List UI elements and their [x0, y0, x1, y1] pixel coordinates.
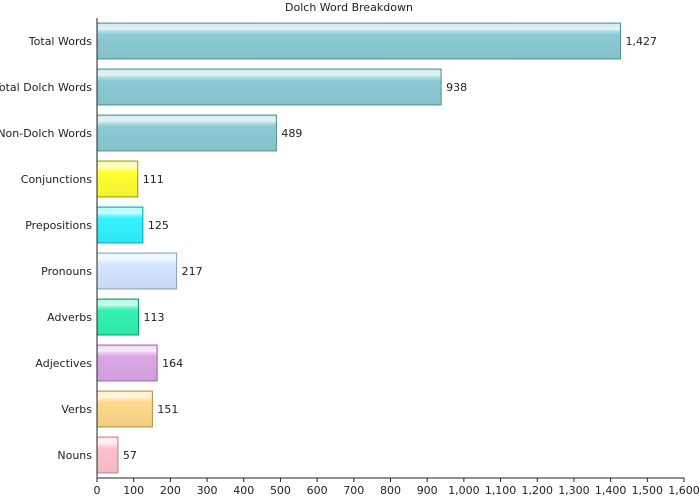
bar-highlight	[98, 300, 138, 306]
category-label: Verbs	[61, 403, 92, 416]
data-label: 217	[182, 265, 203, 278]
x-tick-label: 1,200	[522, 484, 554, 497]
x-tick-label: 1,500	[632, 484, 664, 497]
bar-prepositions	[96, 206, 144, 244]
bar-highlight	[98, 162, 137, 168]
x-tick-label: 1,100	[485, 484, 517, 497]
x-tick-label: 800	[380, 484, 401, 497]
category-label: Prepositions	[25, 219, 92, 232]
category-label: Nouns	[57, 449, 92, 462]
bar-highlight	[98, 70, 441, 76]
category-label: Adjectives	[35, 357, 92, 370]
bar-total-words	[96, 22, 622, 60]
category-label: Conjunctions	[21, 173, 93, 186]
bar-highlight	[98, 254, 176, 260]
x-tick-label: 200	[160, 484, 181, 497]
bars-layer: 1,427 938 489 111 125 217 113 164 151 57	[96, 22, 658, 474]
x-tick-label: 0	[94, 484, 101, 497]
category-label: Non-Dolch Words	[0, 127, 92, 140]
category-label: Adverbs	[47, 311, 92, 324]
data-label: 111	[143, 173, 164, 186]
data-label: 57	[123, 449, 137, 462]
data-label: 113	[143, 311, 164, 324]
bar-highlight	[98, 438, 117, 444]
x-tick-label: 1,300	[558, 484, 590, 497]
x-tick-label: 1,600	[668, 484, 700, 497]
x-tick-label: 1,400	[595, 484, 627, 497]
bar-highlight	[98, 24, 620, 30]
x-tick-label: 400	[233, 484, 254, 497]
x-tick-label: 500	[270, 484, 291, 497]
data-label: 1,427	[626, 35, 658, 48]
data-label: 938	[446, 81, 467, 94]
x-tick-label: 700	[343, 484, 364, 497]
bar-highlight	[98, 116, 276, 122]
x-tick-label: 1,000	[448, 484, 480, 497]
bar-non-dolch-words	[96, 114, 277, 152]
data-label: 125	[148, 219, 169, 232]
bar-conjunctions	[96, 160, 139, 198]
x-tick-label: 100	[123, 484, 144, 497]
bar-adverbs	[96, 298, 139, 336]
category-label: Total Dolch Words	[0, 81, 92, 94]
data-label: 164	[162, 357, 183, 370]
chart-title: Dolch Word Breakdown	[285, 1, 413, 14]
bar-highlight	[98, 392, 152, 398]
x-tick-label: 300	[197, 484, 218, 497]
bar-total-dolch-words	[96, 68, 442, 106]
bar-highlight	[98, 208, 142, 214]
category-label: Total Words	[28, 35, 92, 48]
category-label: Pronouns	[41, 265, 92, 278]
data-label: 151	[157, 403, 178, 416]
data-label: 489	[281, 127, 302, 140]
axes-layer: Total Words Total Dolch Words Non-Dolch Wo…	[0, 18, 700, 497]
bar-highlight	[98, 346, 157, 352]
x-tick-label: 600	[307, 484, 328, 497]
x-tick-label: 900	[417, 484, 438, 497]
